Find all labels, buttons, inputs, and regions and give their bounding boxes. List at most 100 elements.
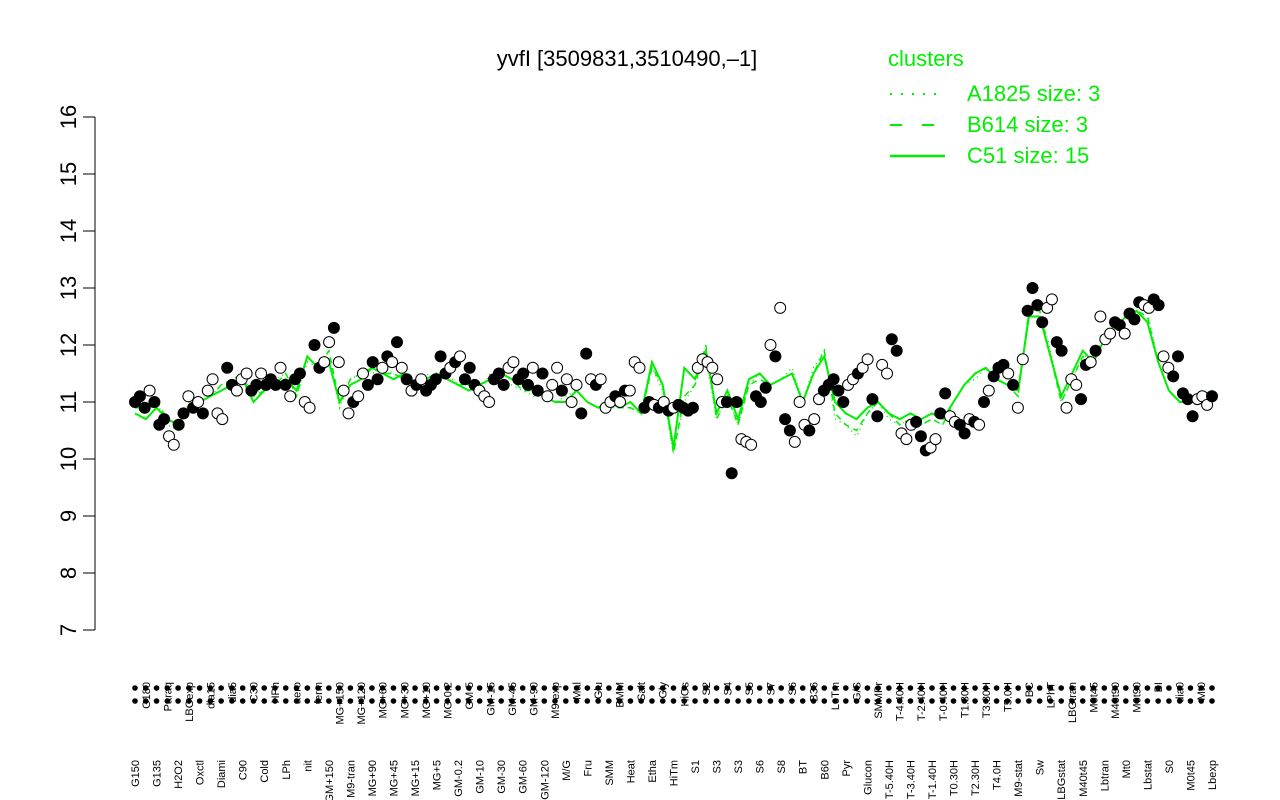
x-tick-marker [1069, 698, 1075, 704]
data-point [759, 381, 772, 394]
data-point [1070, 378, 1083, 391]
x-tick-label: Mt0 [1196, 682, 1208, 700]
data-point [754, 396, 767, 408]
x-tick-marker [627, 685, 634, 691]
x-tick-marker [1069, 685, 1075, 691]
x-tick-marker [282, 698, 289, 704]
x-tick-label: MG+5 [432, 760, 444, 790]
x-tick-marker [616, 698, 623, 704]
x-tick-marker [1187, 685, 1194, 691]
data-point [623, 384, 636, 397]
x-tick-label: BI [1153, 682, 1165, 692]
x-tick-label: MG+120 [356, 682, 368, 725]
x-tick-marker [1015, 685, 1021, 691]
x-tick-marker [864, 685, 871, 691]
x-tick-marker [433, 685, 440, 691]
x-tick-marker [422, 685, 429, 691]
x-tick-label: T1.30H [959, 682, 971, 718]
data-point [633, 361, 646, 374]
data-point [201, 384, 214, 397]
x-tick-label: M9-stat [1013, 760, 1025, 797]
data-point [769, 350, 782, 363]
x-tick-marker [1058, 698, 1065, 704]
data-point [497, 378, 510, 391]
data-point [1128, 313, 1141, 326]
x-tick-marker [401, 698, 408, 704]
x-tick-marker [379, 698, 386, 704]
data-point [454, 350, 466, 363]
x-tick-marker [250, 685, 257, 691]
x-tick-label: S7 [765, 682, 777, 695]
x-tick-marker [379, 685, 386, 691]
data-point [352, 390, 365, 403]
x-tick-label: GM-15 [485, 682, 497, 716]
x-tick-marker [1101, 698, 1108, 704]
x-tick-label: Lbstat [1142, 760, 1154, 790]
x-tick-marker [358, 685, 364, 691]
data-point [1075, 393, 1087, 406]
x-tick-marker [853, 685, 860, 691]
x-tick-marker [1036, 685, 1043, 691]
x-tick-marker [1047, 698, 1054, 704]
x-tick-marker [1198, 698, 1205, 704]
x-tick-marker [541, 698, 548, 704]
x-tick-label: T2.30H [970, 760, 982, 796]
x-tick-marker [132, 698, 138, 704]
x-tick-label: T5.0H [1002, 682, 1014, 712]
x-tick-marker [304, 698, 311, 704]
data-point [386, 356, 399, 369]
x-tick-marker [703, 698, 709, 704]
data-point [1011, 401, 1024, 414]
x-tick-label: Mt0 [1121, 760, 1133, 778]
x-tick-label: S0 [1164, 760, 1176, 773]
x-tick-marker [315, 685, 321, 691]
x-tick-marker [369, 698, 375, 704]
x-tick-label: Glu [593, 682, 605, 699]
x-tick-marker [552, 698, 558, 704]
x-tick-label: S6 [787, 682, 799, 695]
x-tick-marker [530, 685, 537, 691]
data-point [240, 367, 253, 380]
data-point [1016, 353, 1029, 366]
data-point [914, 430, 927, 443]
x-tick-marker [239, 698, 246, 704]
x-tick-marker [746, 685, 752, 691]
x-tick-marker [347, 698, 354, 704]
x-tick-marker [972, 698, 978, 704]
x-tick-marker [175, 685, 181, 691]
data-point [492, 367, 505, 380]
data-point [308, 339, 321, 351]
x-tick-label: GM-0.2 [453, 760, 465, 797]
x-tick-marker [810, 685, 817, 691]
data-point [332, 356, 345, 369]
data-point [958, 427, 971, 440]
x-tick-label: LPhT [1045, 682, 1057, 709]
x-tick-marker [1058, 685, 1065, 691]
x-tick-label: GM-45 [507, 682, 519, 716]
data-point [429, 373, 442, 386]
x-tick-marker [1101, 685, 1108, 691]
data-point [1060, 401, 1073, 414]
x-tick-marker [1090, 685, 1097, 691]
x-tick-marker [207, 685, 214, 691]
data-point [1036, 316, 1049, 329]
x-tick-marker [875, 685, 881, 691]
x-tick-marker [369, 685, 375, 691]
x-tick-marker [961, 685, 968, 691]
x-tick-label: S6 [755, 760, 767, 773]
x-tick-marker [1144, 685, 1151, 691]
x-tick-label: aero [292, 682, 304, 704]
x-tick-marker [326, 685, 332, 691]
x-tick-marker [1176, 698, 1183, 704]
x-tick-marker [239, 685, 246, 691]
chart-title: yvfI [3509831,3510490,–1] [497, 46, 758, 71]
data-point [434, 350, 447, 363]
x-tick-marker [552, 685, 558, 691]
x-tick-marker [218, 685, 224, 691]
x-tick-marker [627, 698, 634, 704]
x-tick-label: dia0 [1175, 682, 1187, 703]
data-point [148, 396, 161, 408]
x-tick-marker [293, 698, 300, 704]
data-point [1167, 370, 1180, 383]
x-tick-marker [799, 685, 806, 691]
